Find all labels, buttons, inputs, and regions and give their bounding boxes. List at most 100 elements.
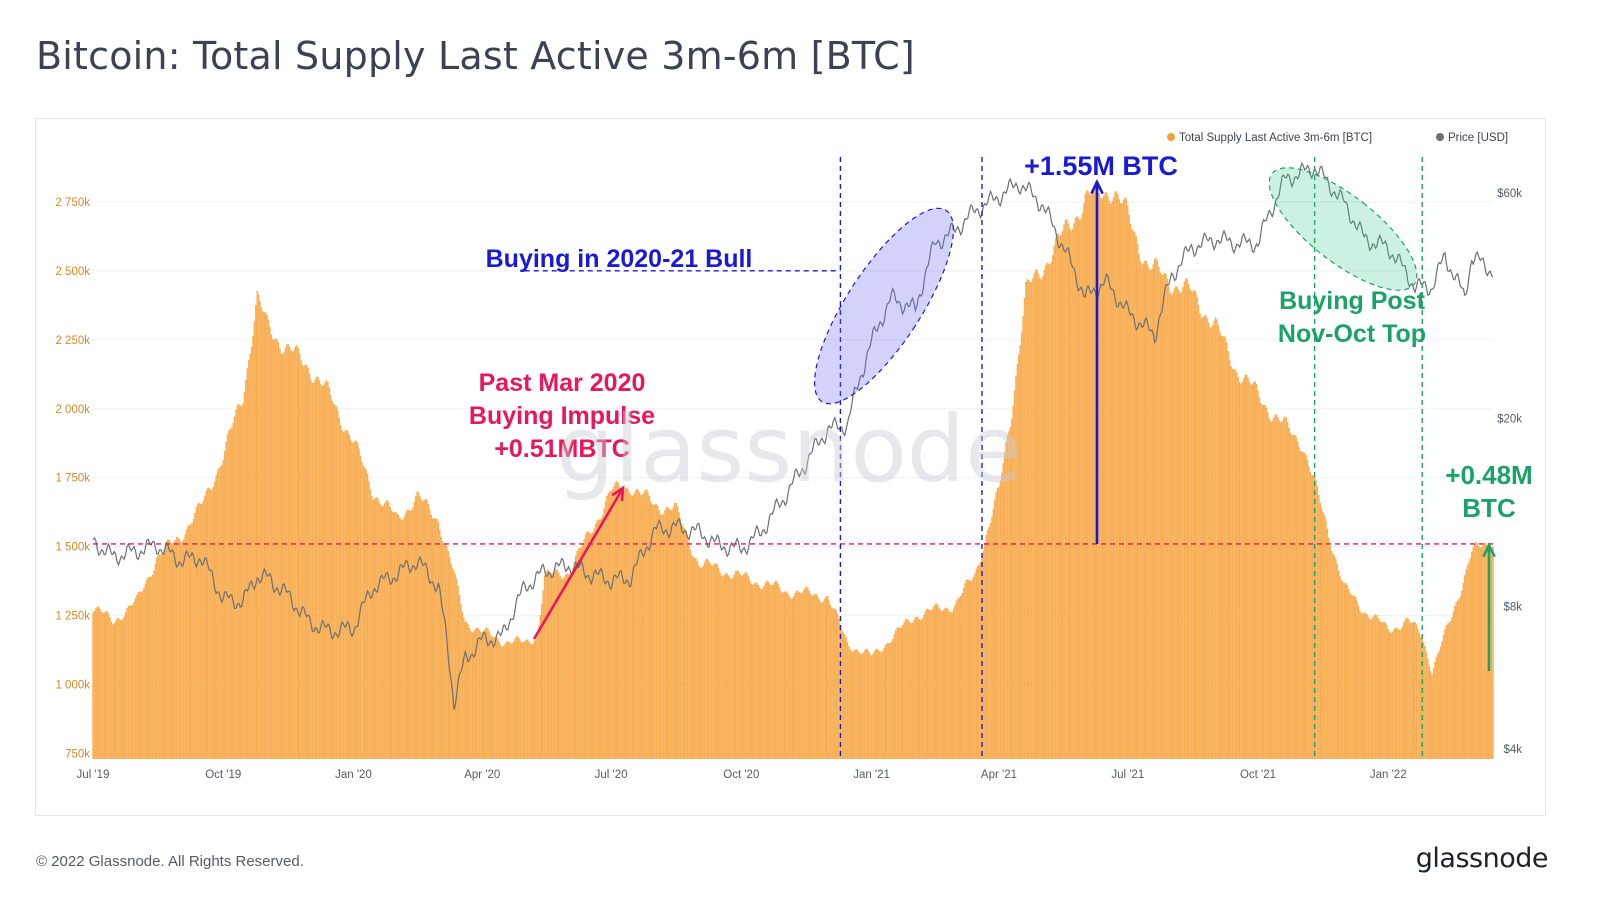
- supply-bar: [856, 649, 859, 759]
- supply-bar: [1483, 543, 1486, 759]
- supply-bar: [293, 349, 295, 759]
- y-left-tick-label: 750k: [65, 748, 90, 760]
- supply-bar: [1374, 614, 1377, 759]
- supply-bar: [1186, 279, 1188, 759]
- supply-bar: [695, 558, 697, 759]
- supply-bar: [1257, 390, 1259, 759]
- supply-bar: [992, 508, 995, 759]
- supply-bar: [589, 532, 591, 759]
- supply-bar: [941, 610, 944, 759]
- supply-bar: [977, 565, 979, 759]
- supply-bar: [945, 607, 948, 759]
- supply-bar: [221, 464, 223, 759]
- supply-bar: [640, 494, 642, 759]
- supply-bar: [153, 570, 155, 759]
- supply-bar: [480, 631, 482, 759]
- supply-bar: [1301, 451, 1303, 759]
- supply-bar: [150, 576, 152, 759]
- supply-bar: [306, 364, 308, 759]
- supply-bar: [168, 540, 171, 759]
- supply-bar: [1056, 233, 1058, 760]
- supply-bar: [916, 616, 918, 759]
- supply-bar: [1090, 194, 1092, 760]
- supply-bar: [1447, 623, 1449, 759]
- supply-bar: [342, 431, 345, 759]
- supply-bar: [991, 516, 993, 759]
- supply-bar: [434, 518, 437, 759]
- supply-bar: [774, 580, 777, 759]
- supply-bar: [119, 619, 121, 759]
- supply-bar: [525, 639, 527, 759]
- supply-bar: [1074, 218, 1077, 759]
- supply-bar: [1236, 372, 1238, 759]
- supply-bar: [420, 499, 423, 759]
- supply-bar: [429, 509, 431, 759]
- supply-bar: [529, 643, 532, 759]
- supply-bar: [515, 636, 517, 759]
- supply-bar: [1138, 253, 1140, 759]
- supply-bar: [678, 511, 680, 759]
- supply-bar: [863, 650, 866, 759]
- supply-bar: [1356, 600, 1358, 759]
- supply-bar: [412, 507, 414, 759]
- supply-bar: [924, 610, 927, 759]
- annotations: Buying in 2020-21 Bull +1.55M BTC Past Mar…: [93, 151, 1533, 759]
- supply-bar: [178, 538, 181, 759]
- supply-bar: [1330, 550, 1333, 759]
- supply-bar: [957, 598, 959, 759]
- supply-bar: [628, 492, 631, 759]
- supply-bar: [334, 404, 336, 759]
- supply-bar: [105, 611, 107, 759]
- supply-bar: [364, 467, 366, 759]
- supply-bar: [437, 521, 440, 759]
- supply-bar: [882, 650, 884, 759]
- supply-bar: [208, 487, 210, 759]
- supply-bar: [1180, 291, 1183, 759]
- supply-bar: [587, 531, 590, 759]
- legend-marker: [1167, 133, 1175, 141]
- supply-bar: [518, 638, 520, 759]
- supply-bar: [1248, 382, 1251, 759]
- supply-bar: [1380, 622, 1382, 759]
- supply-bar: [668, 508, 670, 759]
- supply-bar: [1059, 235, 1061, 760]
- supply-bar: [1342, 581, 1344, 759]
- supply-bar: [968, 580, 970, 759]
- supply-bar: [1187, 283, 1190, 759]
- supply-bar: [773, 582, 775, 759]
- supply-bar: [246, 368, 248, 759]
- annotation-label: BTC: [1462, 493, 1516, 523]
- supply-bar: [935, 603, 938, 759]
- supply-bar: [262, 311, 264, 759]
- supply-bar: [674, 502, 676, 759]
- supply-bar: [494, 636, 496, 759]
- supply-bar: [386, 500, 389, 759]
- supply-bar: [541, 603, 543, 759]
- supply-bar: [1452, 611, 1455, 759]
- supply-bar: [313, 382, 315, 759]
- supply-bar: [532, 643, 534, 759]
- supply-bar: [507, 641, 509, 759]
- supply-bar: [825, 596, 827, 759]
- supply-bar: [509, 643, 512, 759]
- supply-bar: [126, 607, 128, 759]
- supply-bar: [685, 530, 687, 759]
- supply-bar: [814, 593, 816, 759]
- supply-bar: [1115, 191, 1118, 759]
- supply-bar: [1063, 224, 1065, 760]
- supply-bar: [1209, 326, 1211, 759]
- supply-bar: [1381, 622, 1384, 759]
- supply-bar: [1035, 269, 1037, 759]
- supply-bar: [260, 307, 263, 759]
- supply-bar: [1001, 472, 1003, 759]
- supply-bar: [686, 535, 689, 759]
- supply-bar: [1267, 412, 1269, 759]
- supply-bar: [402, 519, 404, 759]
- supply-bar: [315, 376, 318, 759]
- supply-bar: [1316, 486, 1319, 759]
- supply-bar: [812, 595, 815, 759]
- supply-bar: [790, 598, 792, 759]
- supply-bar: [756, 582, 758, 759]
- supply-bar: [903, 622, 905, 759]
- supply-bar: [896, 627, 898, 759]
